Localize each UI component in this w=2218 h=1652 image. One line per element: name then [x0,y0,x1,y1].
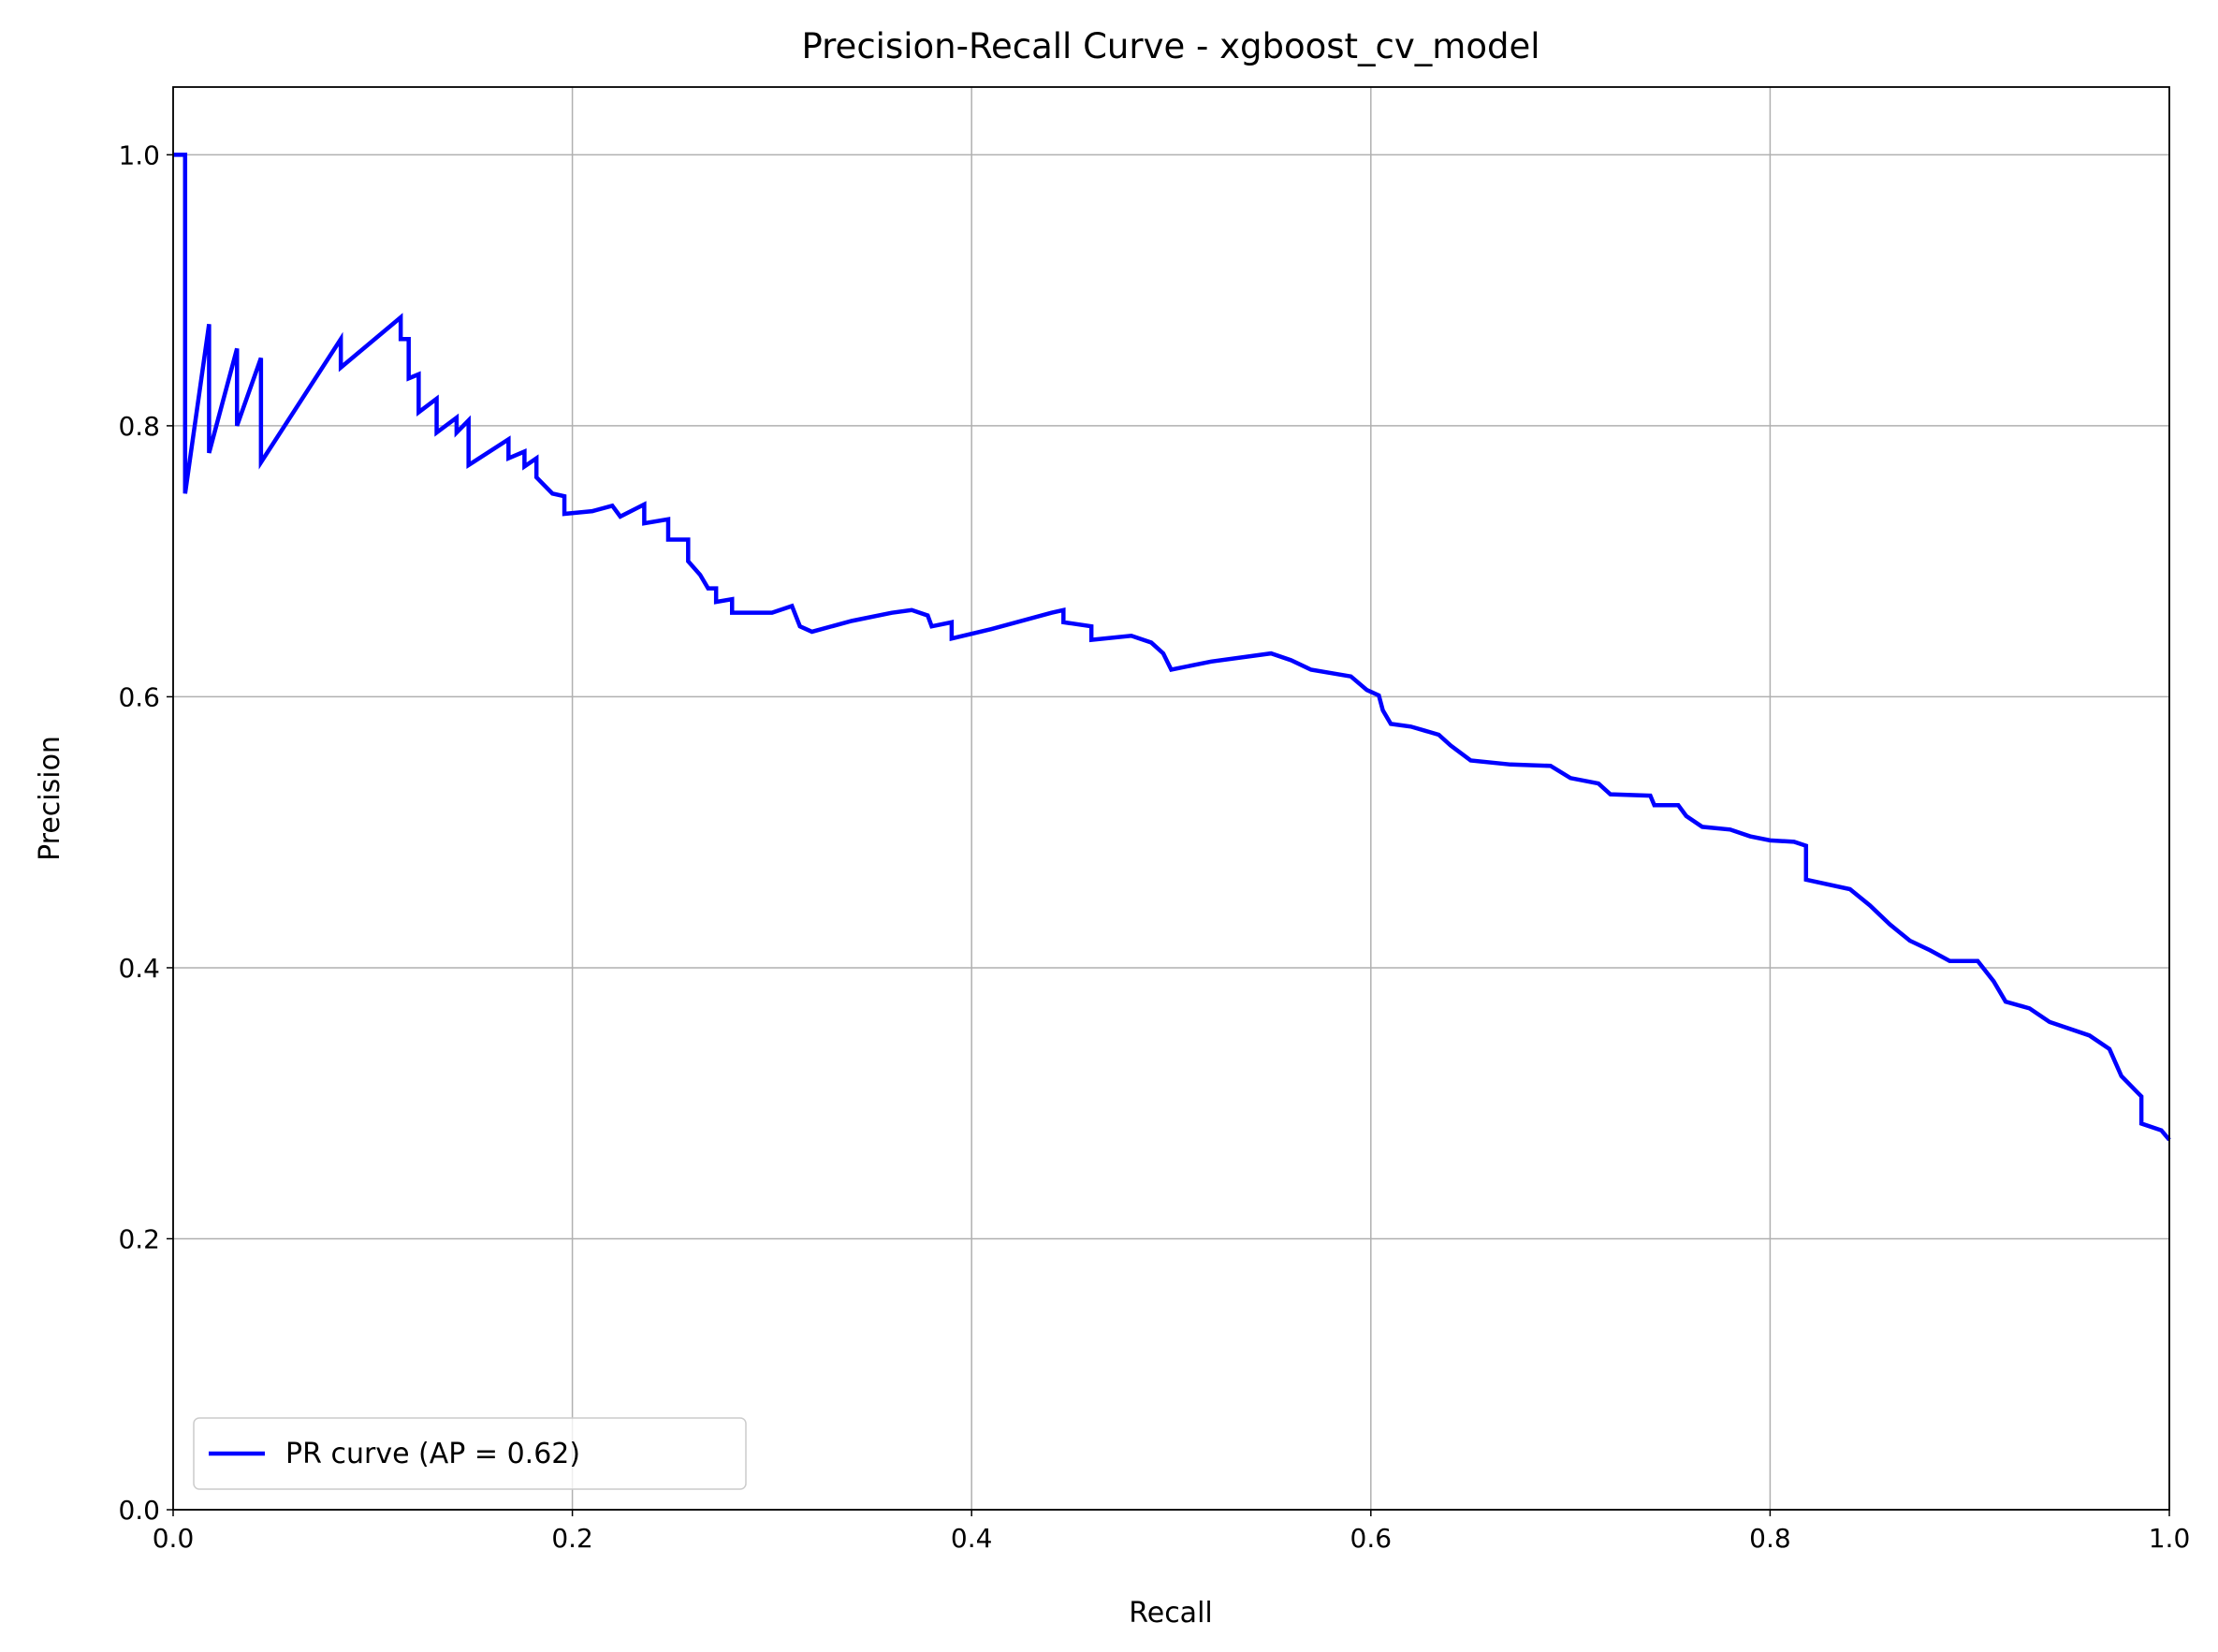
legend-box [193,1417,747,1490]
x-tick-label: 0.4 [951,1523,993,1554]
legend: PR curve (AP = 0.62) [193,1417,747,1490]
plot-frame [172,86,2170,1511]
y-tick-label: 0.8 [118,411,160,442]
chart-title: Precision-Recall Curve - xgboost_cv_mode… [802,26,1540,66]
y-tick-label: 0.0 [118,1495,160,1526]
pr-curve [173,153,2171,1142]
x-tick-label: 1.0 [2149,1523,2191,1554]
x-tick-label: 0.8 [1749,1523,1791,1554]
y-axis-label: Precision [34,736,66,861]
x-tick-label: 0.2 [551,1523,593,1554]
x-tick-label: 0.6 [1350,1523,1393,1554]
y-tick-label: 0.2 [118,1223,160,1254]
x-axis-label: Recall [1129,1597,1213,1630]
y-tick-label: 0.6 [118,681,160,712]
y-tick-label: 0.4 [118,953,160,984]
y-tick-label: 1.0 [118,139,160,170]
legend-label: PR curve (AP = 0.62) [285,1438,580,1470]
x-tick-label: 0.0 [153,1523,195,1554]
